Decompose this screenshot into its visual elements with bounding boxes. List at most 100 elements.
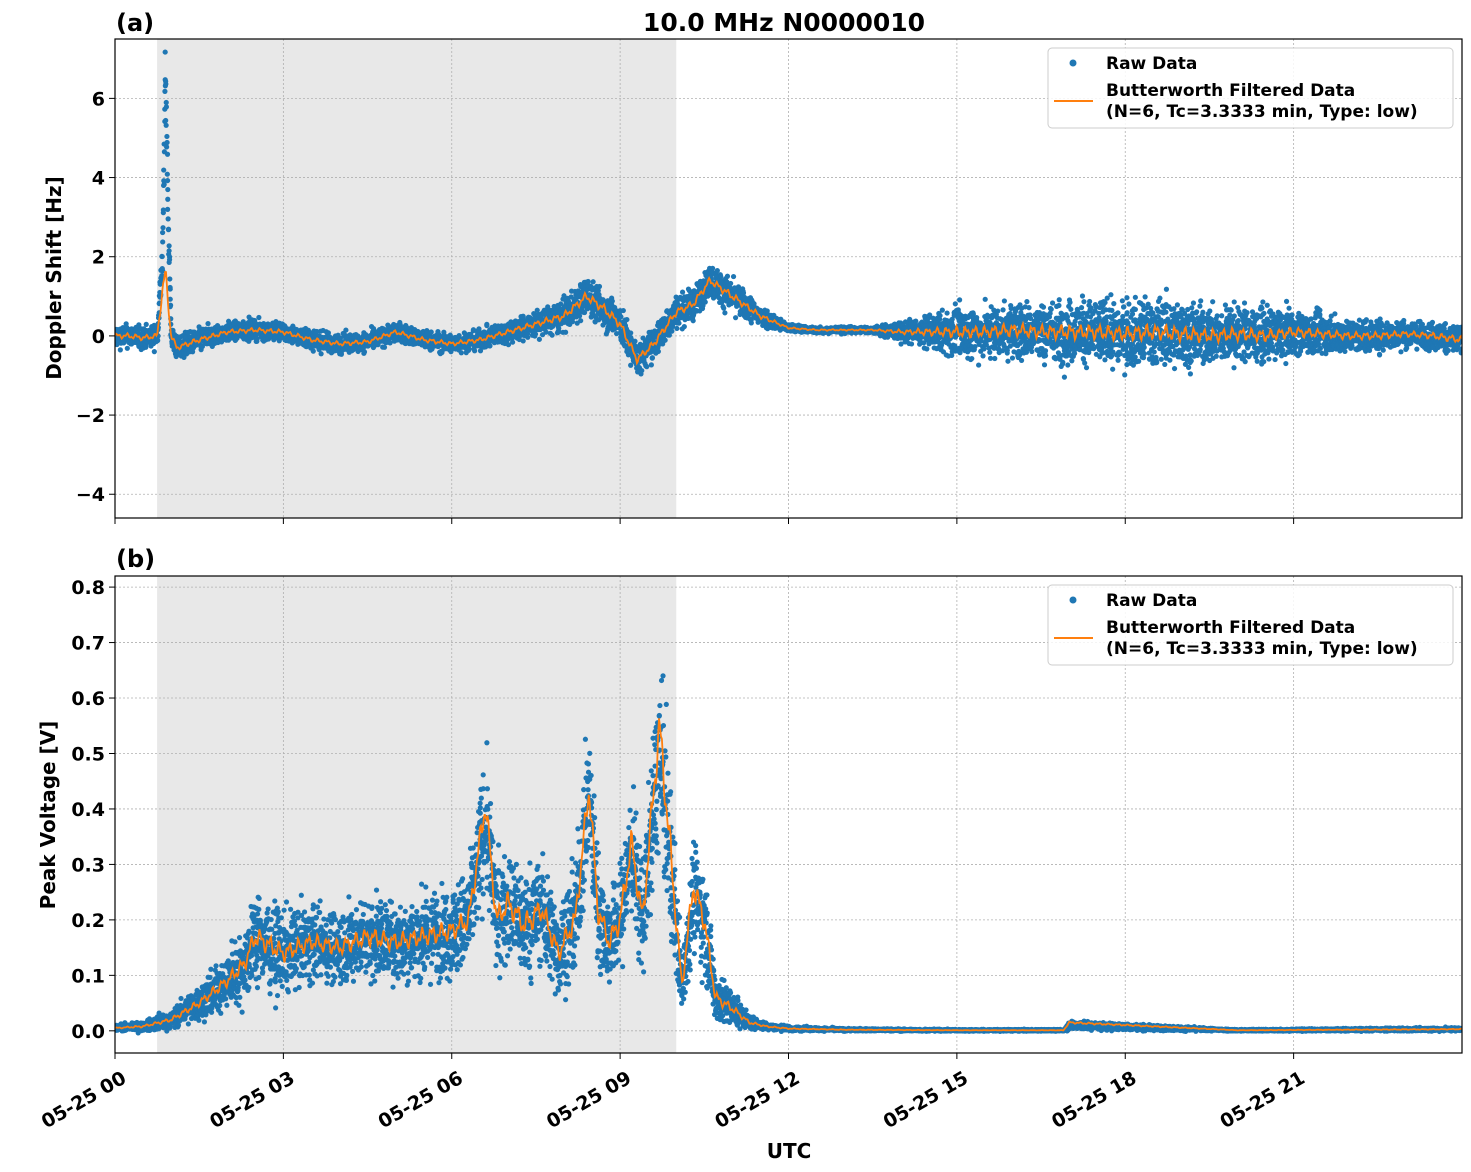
raw-point [969,355,975,362]
raw-point [254,335,260,342]
raw-point [728,280,734,287]
raw-point [509,339,516,345]
raw-point [458,350,464,356]
raw-point [970,310,976,316]
raw-point [669,328,675,334]
raw-point [624,316,630,323]
raw-point [590,279,596,285]
raw-point [310,348,316,354]
raw-point [639,367,645,374]
raw-point [520,338,526,344]
raw-point [662,337,668,343]
raw-point [361,349,368,355]
raw-point [908,341,915,347]
raw-point [163,78,169,84]
raw-point [161,167,167,173]
raw-point [165,216,171,222]
raw-point [534,307,540,313]
raw-point [343,327,349,333]
raw-point [164,177,171,184]
raw-point [924,346,930,352]
raw-point [655,348,661,355]
raw-point [166,243,172,249]
raw-point [160,239,166,245]
raw-point [740,290,747,296]
raw-point [714,268,720,274]
raw-point [487,343,493,349]
raw-point [161,181,167,187]
raw-point [189,349,196,355]
raw-point [730,273,737,280]
raw-point [167,276,173,282]
raw-point [648,362,654,368]
raw-point [155,337,161,344]
shaded-interval-a [157,39,677,518]
raw-point [676,320,682,326]
raw-point [167,284,173,291]
raw-point [381,344,388,350]
raw-point [162,88,168,94]
raw-point [159,253,165,260]
raw-point [722,310,728,316]
raw-point [164,171,170,177]
raw-point [578,318,584,324]
raw-point [160,268,166,274]
raw-point [681,324,687,330]
raw-point [166,256,173,263]
shaded-region [157,39,677,518]
raw-point [632,338,638,344]
raw-point [628,330,634,336]
raw-point [609,298,615,304]
raw-point [620,307,626,314]
raw-point [952,301,958,307]
raw-point [318,351,324,357]
raw-point [167,296,173,302]
raw-point [165,186,171,193]
raw-point [256,314,262,321]
raw-point [164,151,171,157]
raw-point [549,332,555,338]
raw-point [484,321,490,327]
raw-point [164,144,170,150]
raw-point [117,347,123,353]
raw-point [690,318,696,324]
raw-point [679,289,686,295]
raw-point [472,348,478,354]
raw-point [163,117,169,124]
raw-point [536,336,542,342]
raw-point [944,310,950,316]
raw-point [162,49,168,55]
raw-point [163,104,169,110]
raw-point [618,314,624,320]
raw-point [160,229,166,236]
raw-point [164,139,170,146]
raw-point [732,315,739,321]
raw-point [957,297,963,303]
raw-point [649,355,655,361]
raw-point [596,283,603,290]
raw-point [164,133,170,140]
raw-point [163,122,169,128]
raw-point [428,329,434,335]
raw-point [163,99,169,106]
raw-point [165,196,171,202]
raw-point [165,226,172,232]
raw-point [721,305,727,311]
raw-point [205,321,211,327]
raw-point [702,299,708,305]
raw-point [585,278,591,285]
raw-point [143,321,149,327]
raw-point [674,325,680,332]
raw-point [165,206,171,212]
raw-point [466,346,472,352]
raw-point [563,329,569,335]
raw-point [644,364,650,370]
raw-point [124,345,130,351]
raw-point [151,349,157,355]
raw-point [159,272,165,279]
raw-point [532,331,539,337]
raw-point [939,307,945,313]
raw-point [160,207,166,213]
